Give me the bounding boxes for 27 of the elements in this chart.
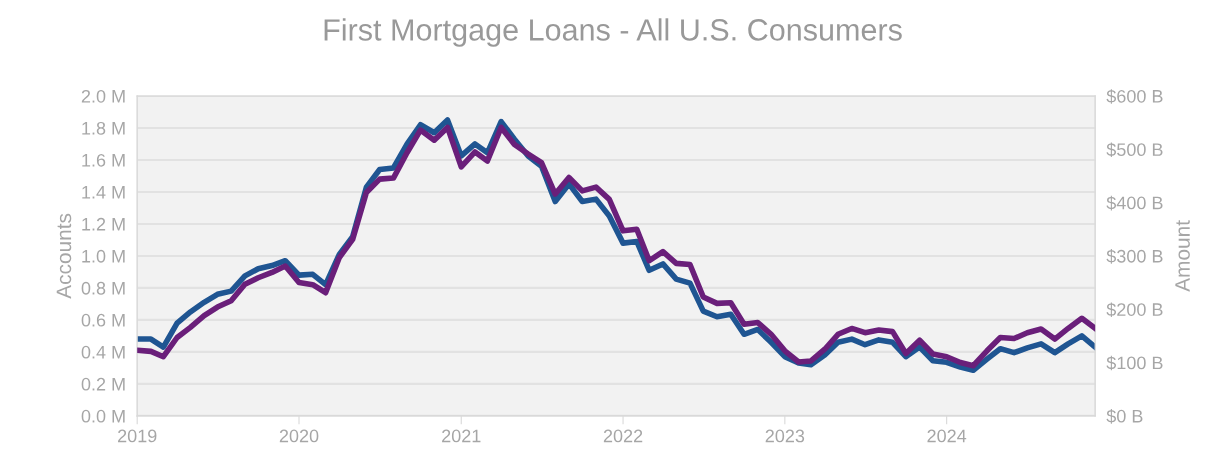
y-tick-label: 2.0 M [81,89,125,103]
y-tick-label: 0.0 M [81,409,125,423]
x-tick-label: 2022 [603,429,643,443]
y-tick-label: 1.4 M [82,186,125,199]
y-tick-label: 1.2 M [82,217,125,231]
y-tick-label: 1.6 M [82,153,125,167]
x-tick-label: 2024 [927,429,967,443]
y-tick-label: 0.6 M [81,313,125,327]
x-tick-label: 2023 [765,429,805,443]
y-tick-label: 1.0 M [82,249,125,263]
y2-tick-label: $400 B [1106,195,1163,211]
y2-axis-title: Amount [1175,220,1190,292]
y2-tick-label: $0 B [1106,409,1143,424]
y-tick-label: 0.4 M [81,345,125,359]
y-tick-label: 0.2 M [81,377,125,391]
chart-title: First Mortgage Loans - All U.S. Consumers [324,18,902,47]
y2-tick-label: $200 B [1106,302,1163,318]
x-tick-label: 2019 [118,429,157,443]
y2-tick-label: $100 B [1106,355,1163,371]
y2-tick-label: $500 B [1106,142,1163,158]
y2-tick-label: $300 B [1106,249,1163,264]
x-tick-label: 2021 [442,429,481,443]
y-tick-label: 0.8 M [81,281,125,295]
y2-tick-label: $600 B [1106,89,1163,104]
y-tick-label: 1.8 M [82,121,125,135]
y-axis-title: Accounts [56,213,72,299]
x-tick-label: 2020 [279,429,319,443]
